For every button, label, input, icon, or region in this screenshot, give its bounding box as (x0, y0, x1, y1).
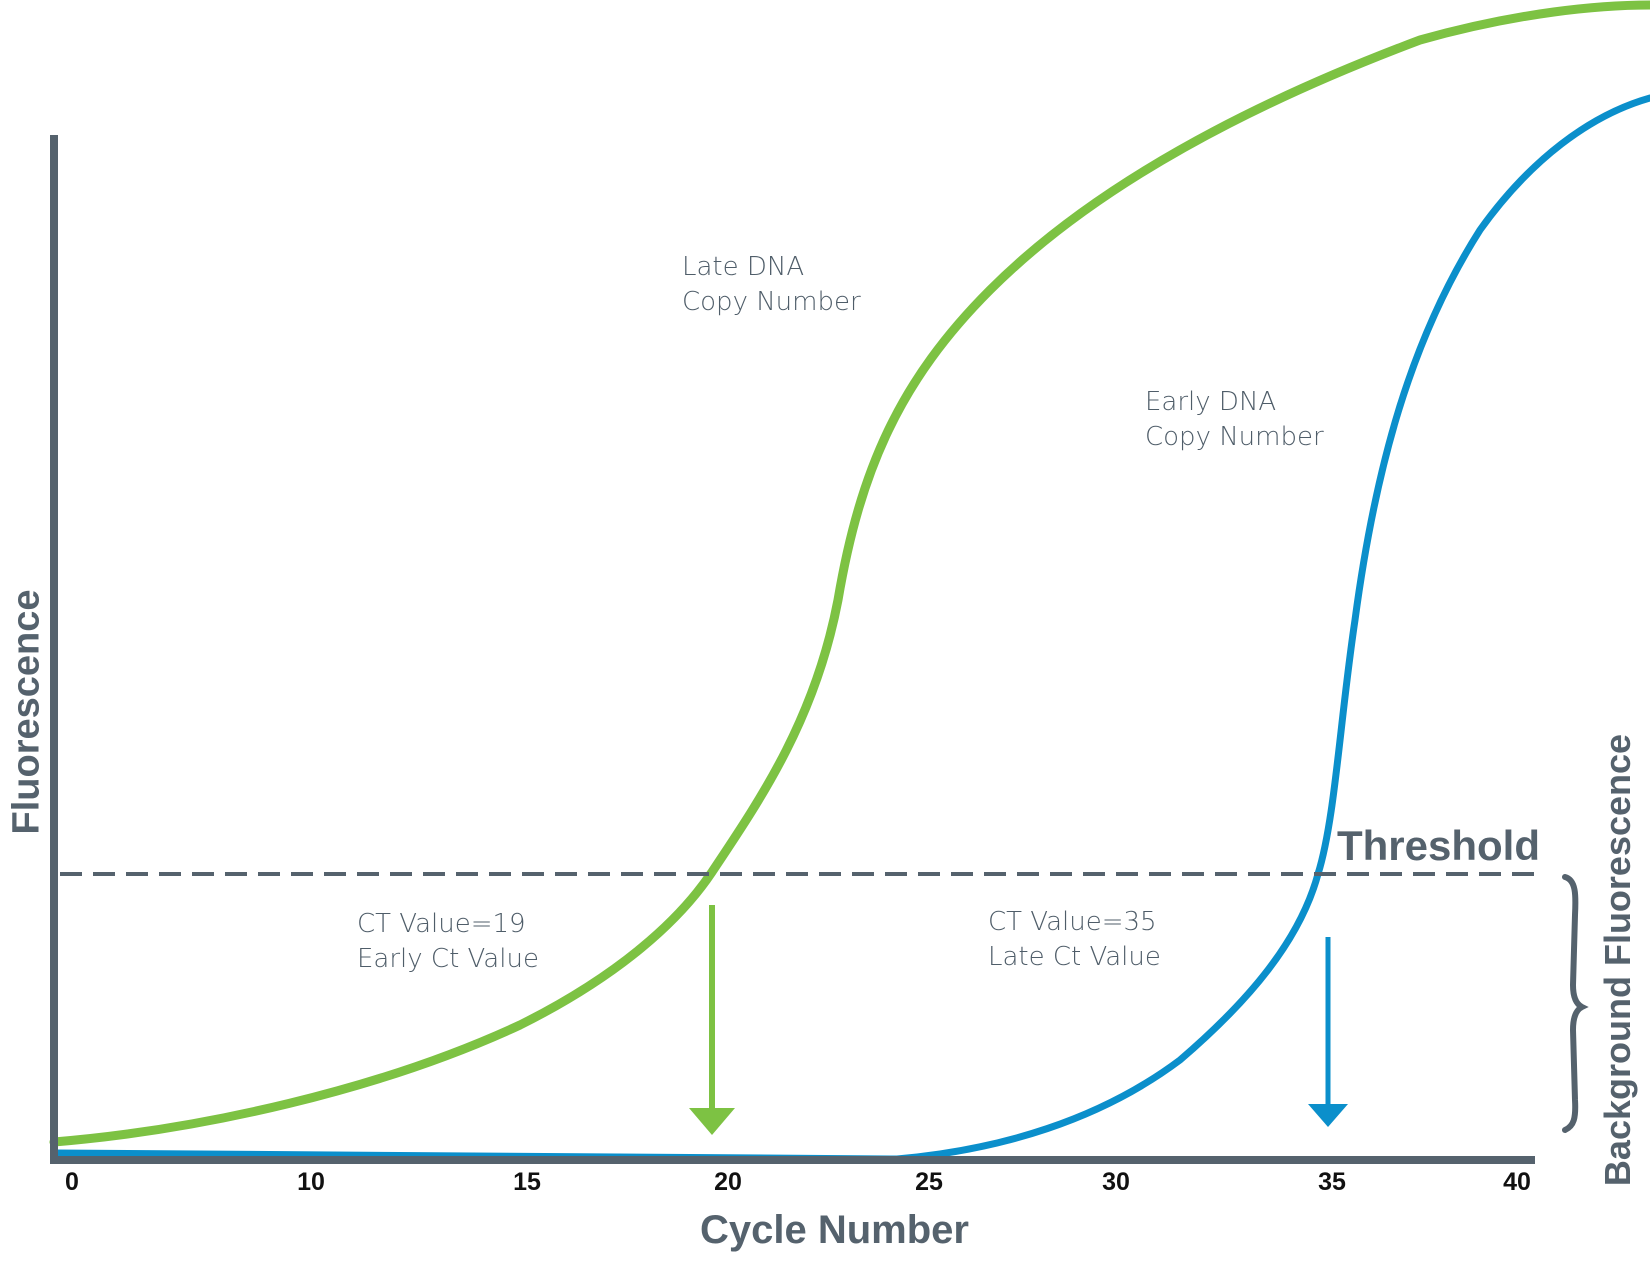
ct35-arrow (1308, 937, 1348, 1127)
late-dna-label-line1: Late DNA (682, 252, 805, 282)
late-dna-curve (49, 0, 1650, 1147)
ct19-label-line1: CT Value=19 (357, 909, 526, 939)
x-tick-20: 20 (714, 1168, 742, 1196)
early-dna-label-line1: Early DNA (1145, 387, 1277, 417)
y-axis-title: Fluorescence (5, 589, 48, 835)
x-tick-0: 0 (65, 1168, 79, 1196)
early-dna-label-line2: Copy Number (1145, 422, 1324, 452)
x-tick-30: 30 (1102, 1168, 1130, 1196)
background-brace (1562, 874, 1589, 1133)
x-tick-40: 40 (1503, 1168, 1531, 1196)
x-tick-25: 25 (915, 1168, 943, 1196)
x-axis-title: Cycle Number (700, 1208, 969, 1252)
ct35-label-line2: Late Ct Value (988, 942, 1161, 972)
x-tick-15: 15 (513, 1168, 541, 1196)
ct19-arrow (689, 905, 735, 1135)
ct19-label-line2: Early Ct Value (357, 944, 539, 974)
background-fluorescence-label: Background Fluorescence (1597, 733, 1638, 1187)
ct35-label-line1: CT Value=35 (988, 907, 1157, 937)
early-dna-curve (50, 94, 1650, 1163)
x-tick-35: 35 (1318, 1168, 1346, 1196)
threshold-label: Threshold (1337, 822, 1541, 869)
late-dna-label-line2: Copy Number (682, 287, 861, 317)
x-tick-10: 10 (297, 1168, 325, 1196)
